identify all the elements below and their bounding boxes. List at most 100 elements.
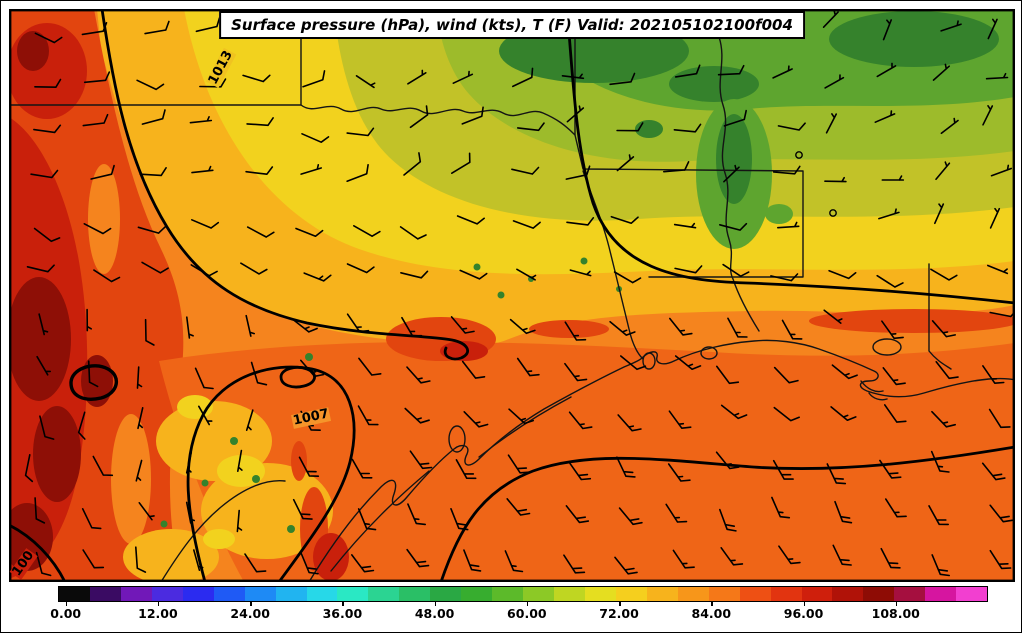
- colorbar-segment: [275, 587, 307, 601]
- colorbar-tick-mark: [157, 602, 160, 606]
- wind-barb: [672, 549, 695, 569]
- wind-barb: [940, 117, 959, 135]
- colorbar-segment: [615, 587, 647, 601]
- wind-barb: [399, 226, 427, 240]
- contour-1007: [186, 365, 356, 582]
- wind-barb: [569, 269, 592, 277]
- wind-barb: [931, 554, 950, 577]
- wind-barb: [459, 269, 488, 280]
- colorbar-tick-label: 60.00: [507, 606, 547, 621]
- calm-wind-circle: [795, 151, 803, 159]
- wind-barb: [463, 411, 489, 428]
- wind-barb: [781, 319, 803, 340]
- colorbar-segment: [461, 587, 493, 601]
- contour-west-blob: [69, 364, 118, 401]
- wind-barb: [36, 355, 51, 376]
- wind-barb: [719, 508, 737, 532]
- wind-barb: [195, 17, 221, 33]
- wind-barb: [450, 316, 475, 334]
- wind-barb: [240, 262, 268, 275]
- colorbar-tick-label: 24.00: [230, 606, 270, 621]
- contour-lower-left: [9, 523, 67, 582]
- colorbar-tick-mark: [711, 602, 713, 606]
- ok-ar-border: [574, 36, 952, 370]
- wind-barb: [144, 20, 170, 35]
- wind-barb: [985, 72, 1009, 80]
- wind-barb: [823, 309, 843, 324]
- wind-barb: [674, 265, 703, 274]
- wind-barb: [981, 462, 1006, 481]
- colorbar-segment: [368, 587, 400, 601]
- wind-barb: [353, 225, 381, 237]
- wind-barb: [92, 455, 114, 477]
- wind-barb: [824, 176, 847, 183]
- lake-pontchartrain: [872, 338, 902, 356]
- wind-barb: [135, 459, 143, 482]
- wind-barbs: [24, 9, 1015, 577]
- wind-barb: [463, 549, 482, 572]
- wind-barb: [613, 271, 642, 284]
- wind-barb: [982, 105, 994, 126]
- wind-barb: [346, 263, 375, 274]
- wind-barb: [988, 408, 1011, 429]
- colorbar-segment: [832, 587, 864, 601]
- wind-barb: [455, 459, 477, 480]
- colorbar-segment: [801, 587, 833, 601]
- wind-barb: [189, 116, 213, 124]
- colorbar-tick-mark: [803, 602, 806, 606]
- wind-barb: [772, 165, 801, 175]
- wind-barb: [83, 223, 112, 235]
- wind-barb: [566, 105, 585, 123]
- wind-barb: [674, 64, 701, 78]
- wind-barb: [566, 217, 595, 226]
- wind-barb: [295, 227, 324, 237]
- wind-barb: [669, 317, 693, 336]
- wind-barb: [406, 366, 431, 384]
- colorbar-segment: [399, 587, 431, 601]
- wind-barb: [292, 498, 313, 520]
- wind-barb: [935, 161, 951, 181]
- colorbar-tick-label: 36.00: [322, 606, 363, 621]
- map-frame: [9, 9, 1015, 582]
- wind-barb: [990, 164, 1012, 177]
- wind-barb: [82, 549, 105, 569]
- wind-barb: [35, 551, 52, 577]
- colorbar-tick-mark: [342, 602, 344, 606]
- wind-barb: [30, 169, 59, 179]
- wind-barb: [879, 459, 902, 479]
- wind-barb: [773, 406, 800, 422]
- wind-barb: [33, 124, 62, 134]
- wind-barb: [135, 546, 147, 573]
- wind-barb: [400, 270, 429, 279]
- colorbar-segment: [956, 587, 988, 601]
- wind-barb: [409, 450, 433, 470]
- wind-barb: [300, 164, 322, 175]
- wind-barb: [407, 503, 426, 526]
- wind-barb: [298, 456, 320, 477]
- wind-barb: [461, 360, 486, 379]
- wind-barb: [144, 318, 155, 346]
- contour-small-loop: [279, 366, 316, 389]
- wind-barb: [82, 113, 109, 127]
- wind-barb: [456, 215, 485, 225]
- wind-barb: [517, 122, 545, 132]
- wind-barb: [881, 320, 904, 340]
- sabine-lake: [642, 352, 656, 370]
- wind-barb: [403, 152, 422, 176]
- wind-barb: [616, 456, 636, 478]
- wind-barb: [932, 63, 950, 81]
- wind-barb: [516, 268, 537, 281]
- wind-barb: [618, 507, 643, 526]
- colorbar-tick-mark: [526, 602, 529, 606]
- calcasieu-lake: [700, 346, 718, 360]
- weather-map-canvas: [9, 9, 1015, 582]
- wind-barb: [26, 264, 55, 273]
- wind-barb: [881, 175, 905, 181]
- wind-barb: [245, 314, 255, 337]
- wind-barb: [451, 152, 471, 174]
- wind-barb: [246, 117, 274, 127]
- wind-barb: [989, 207, 1001, 229]
- wind-barb: [185, 451, 193, 474]
- wind-barb: [722, 263, 750, 277]
- wind-barb: [136, 79, 165, 91]
